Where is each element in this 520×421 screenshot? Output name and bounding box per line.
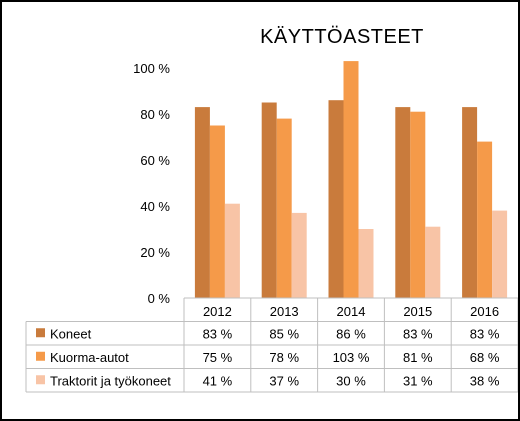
data-table-value: 75 % (203, 350, 233, 365)
data-table-value: 103 % (333, 350, 370, 365)
y-tick-label: 20 % (140, 245, 170, 260)
legend-label: Koneet (50, 326, 92, 341)
data-table-value: 83 % (203, 326, 233, 341)
bar-traktorit-ja-ty-koneet-2014 (358, 229, 374, 298)
data-table-value: 41 % (203, 373, 233, 388)
data-table-value: 31 % (403, 373, 433, 388)
y-tick-label: 100 % (133, 61, 170, 76)
legend-key-1 (36, 351, 45, 361)
data-table-value: 78 % (269, 350, 299, 365)
data-table-value: 83 % (403, 326, 433, 341)
bar-kuorma-autot-2013 (276, 118, 292, 298)
bar-traktorit-ja-ty-koneet-2012 (224, 203, 240, 298)
bar-koneet-2016 (462, 107, 478, 298)
chart-title: KÄYTTÖASTEET (260, 26, 424, 48)
y-tick-label: 0 % (148, 291, 171, 306)
data-table-value: 68 % (470, 350, 500, 365)
data-table-value: 83 % (470, 326, 500, 341)
y-tick-label: 60 % (140, 153, 170, 168)
y-tick-label: 80 % (140, 107, 170, 122)
bar-koneet-2015 (395, 107, 411, 298)
legend-label: Traktorit ja työkoneet (50, 373, 171, 388)
bar-traktorit-ja-ty-koneet-2016 (492, 210, 508, 298)
legend-label: Kuorma-autot (50, 350, 129, 365)
y-tick-label: 40 % (140, 199, 170, 214)
data-table-value: 30 % (336, 373, 366, 388)
bar-koneet-2013 (261, 102, 277, 298)
legend-key-0 (36, 328, 45, 338)
data-table-value: 81 % (403, 350, 433, 365)
bar-kuorma-autot-2014 (343, 61, 359, 298)
x-tick-label: 2013 (270, 304, 299, 319)
x-tick-label: 2012 (203, 304, 232, 319)
bar-kuorma-autot-2012 (209, 125, 225, 298)
data-table-value: 37 % (269, 373, 299, 388)
legend-key-2 (36, 375, 45, 385)
bar-traktorit-ja-ty-koneet-2015 (425, 226, 441, 298)
bar-koneet-2014 (328, 100, 344, 298)
x-tick-label: 2014 (337, 304, 366, 319)
x-tick-label: 2016 (470, 304, 499, 319)
bar-kuorma-autot-2015 (410, 111, 426, 298)
bar-traktorit-ja-ty-koneet-2013 (291, 212, 307, 298)
bar-koneet-2012 (194, 107, 210, 298)
x-tick-label: 2015 (403, 304, 432, 319)
bar-kuorma-autot-2016 (477, 141, 493, 298)
data-table-value: 86 % (336, 326, 366, 341)
data-table-value: 85 % (269, 326, 299, 341)
data-table-value: 38 % (470, 373, 500, 388)
